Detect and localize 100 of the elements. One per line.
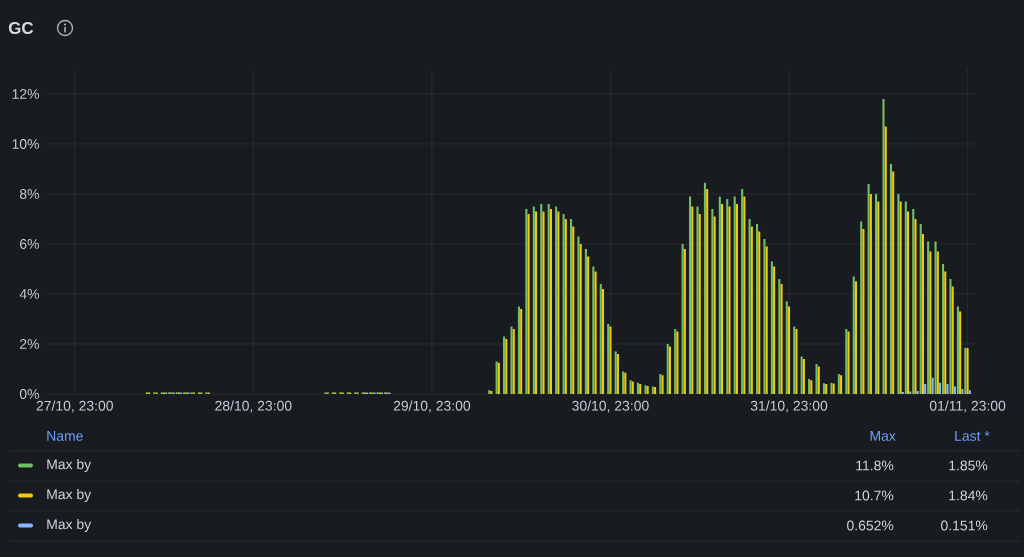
bar [949,278,952,394]
bar [959,311,962,394]
text: 11.8% [856,460,894,471]
bar [755,223,759,394]
text: Last * [955,431,990,441]
bar [770,261,773,394]
bar [703,182,706,394]
bar [901,391,904,394]
bar [681,243,684,394]
bar [577,236,580,394]
bar [875,193,878,394]
bar [592,266,595,394]
bar [956,306,959,394]
legend-label: Max by [47,488,92,502]
bar [547,203,550,394]
bar [787,306,791,394]
bar [735,203,738,394]
bar [869,193,872,394]
bar [696,206,699,394]
bar [572,226,575,394]
bar [564,218,567,394]
bar [750,226,753,394]
bar [549,208,552,394]
legend-label: Max by [47,458,92,472]
bar [728,206,731,394]
bar [785,301,788,394]
bar [939,382,942,394]
bar [527,213,530,394]
bar [691,206,694,394]
bar [927,241,930,394]
y-tick-label: 12% [12,89,39,99]
text: 10.7% [855,490,894,501]
bar [924,383,927,394]
bar [904,201,907,394]
bar [748,218,751,394]
bar [540,203,543,394]
bar [555,206,558,394]
bar [951,286,954,394]
bar [579,243,582,394]
bar [763,238,766,394]
bar [569,218,573,394]
bar [961,388,964,394]
y-tick-label: 8% [19,189,39,199]
bar [860,221,863,394]
legend-title: Name [47,431,83,441]
bar [557,211,560,394]
y-tick-label: 6% [20,239,39,249]
bar [758,231,761,394]
bar [892,171,895,394]
bar [594,271,597,394]
bar [689,196,692,394]
y-tick-label: 4% [19,289,39,299]
bar [587,256,590,394]
bar [599,283,602,394]
bar [733,196,736,394]
bar [941,263,945,394]
bar [912,208,915,394]
bar [601,288,605,394]
bar [909,391,912,394]
bar [854,281,858,394]
bar [706,188,709,394]
bar [867,183,870,394]
bar [907,211,910,394]
bar [718,196,721,394]
bar [877,201,880,394]
bar [889,163,892,394]
bar [773,266,776,394]
x-tick-label: 31/10, 23:00 [750,400,828,413]
bar [899,201,902,394]
bar [944,271,947,394]
text: 0.652% [847,520,894,531]
x-tick-label: 27/10, 23:00 [36,400,113,413]
bar [584,248,587,394]
bar [946,383,949,394]
bar [914,218,917,394]
bar [778,278,781,394]
bar [884,126,887,394]
bar [721,203,724,394]
text: 0.151% [941,520,988,531]
x-tick-label: 28/10, 23:00 [215,400,292,413]
bar [968,390,971,394]
chart-title: GC [8,21,34,34]
bar [532,206,535,394]
bar [683,248,686,394]
bar [953,386,956,394]
bar [934,241,937,394]
bar [862,228,865,394]
bar [852,276,855,394]
bar [921,233,924,394]
bar [698,213,701,394]
bar [535,211,538,394]
text: 1.84% [949,490,988,501]
bar [562,213,565,394]
bar [929,251,932,394]
bar [882,98,885,394]
bar [743,196,746,394]
x-tick-label: 30/10, 23:00 [572,400,649,413]
x-tick-label: 01/11, 23:00 [929,400,1006,413]
bar [919,223,922,394]
bar [525,208,528,394]
